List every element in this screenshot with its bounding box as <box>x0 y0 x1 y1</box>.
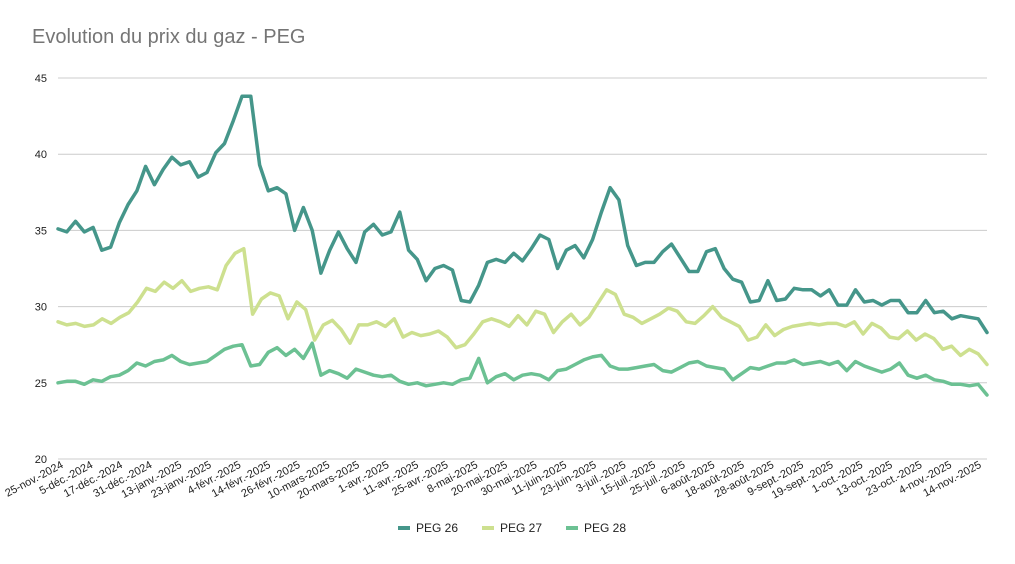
y-axis-ticks: 20 25 30 35 40 45 <box>35 73 47 466</box>
series-line-peg-27 <box>56 246 989 367</box>
y-tick-label: 35 <box>35 225 47 237</box>
y-tick-label: 40 <box>35 149 47 161</box>
series-line-peg-26 <box>56 94 989 335</box>
y-tick-label: 25 <box>35 378 47 390</box>
x-axis-ticks: 25-nov.-20245-déc.-202417-déc.-202431-dé… <box>3 459 983 502</box>
y-tick-label: 20 <box>35 454 47 466</box>
legend: PEG 26 PEG 27 PEG 28 <box>398 521 626 535</box>
legend-item[interactable]: PEG 27 <box>482 521 542 535</box>
legend-label: PEG 28 <box>584 521 626 535</box>
y-tick-label: 45 <box>35 73 47 85</box>
legend-item[interactable]: PEG 28 <box>566 521 626 535</box>
series-line-peg-28 <box>56 341 989 397</box>
series-lines <box>56 94 989 397</box>
legend-label: PEG 27 <box>500 521 542 535</box>
chart-title: Evolution du prix du gaz - PEG <box>32 26 306 48</box>
y-tick-label: 30 <box>35 302 47 314</box>
legend-label: PEG 26 <box>416 521 458 535</box>
gridlines <box>58 77 987 460</box>
legend-item[interactable]: PEG 26 <box>398 521 458 535</box>
